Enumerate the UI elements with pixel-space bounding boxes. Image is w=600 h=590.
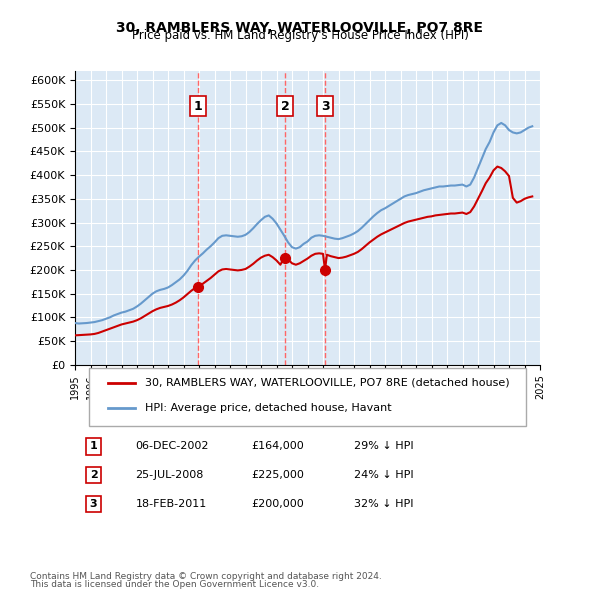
Text: £200,000: £200,000 bbox=[252, 499, 304, 509]
Text: 2: 2 bbox=[281, 100, 290, 113]
Text: 25-JUL-2008: 25-JUL-2008 bbox=[136, 470, 204, 480]
Text: 3: 3 bbox=[321, 100, 329, 113]
Text: 30, RAMBLERS WAY, WATERLOOVILLE, PO7 8RE: 30, RAMBLERS WAY, WATERLOOVILLE, PO7 8RE bbox=[116, 21, 484, 35]
Text: HPI: Average price, detached house, Havant: HPI: Average price, detached house, Hava… bbox=[145, 404, 391, 414]
Text: £164,000: £164,000 bbox=[252, 441, 304, 451]
Text: This data is licensed under the Open Government Licence v3.0.: This data is licensed under the Open Gov… bbox=[30, 580, 319, 589]
FancyBboxPatch shape bbox=[89, 368, 526, 426]
Text: 2: 2 bbox=[90, 470, 97, 480]
Text: 30, RAMBLERS WAY, WATERLOOVILLE, PO7 8RE (detached house): 30, RAMBLERS WAY, WATERLOOVILLE, PO7 8RE… bbox=[145, 378, 509, 388]
Text: £225,000: £225,000 bbox=[252, 470, 305, 480]
Text: 32% ↓ HPI: 32% ↓ HPI bbox=[354, 499, 413, 509]
Text: 24% ↓ HPI: 24% ↓ HPI bbox=[354, 470, 413, 480]
Text: 1: 1 bbox=[194, 100, 202, 113]
Text: 29% ↓ HPI: 29% ↓ HPI bbox=[354, 441, 413, 451]
Text: 06-DEC-2002: 06-DEC-2002 bbox=[136, 441, 209, 451]
Text: 18-FEB-2011: 18-FEB-2011 bbox=[136, 499, 206, 509]
Text: Price paid vs. HM Land Registry's House Price Index (HPI): Price paid vs. HM Land Registry's House … bbox=[131, 30, 469, 42]
Text: 3: 3 bbox=[90, 499, 97, 509]
Text: 1: 1 bbox=[90, 441, 97, 451]
Text: Contains HM Land Registry data © Crown copyright and database right 2024.: Contains HM Land Registry data © Crown c… bbox=[30, 572, 382, 581]
